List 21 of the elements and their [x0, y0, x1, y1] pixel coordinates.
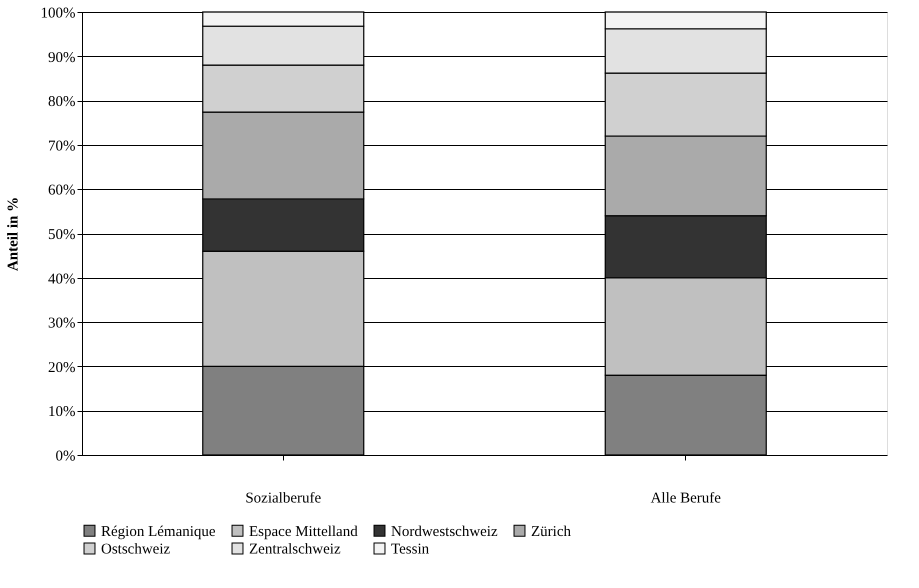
x-tick-label: Sozialberufe — [245, 490, 322, 506]
legend-label: Nordwestschweiz — [391, 524, 498, 540]
y-tick-label: 30% — [48, 316, 76, 332]
y-tick-label: 70% — [48, 138, 76, 154]
legend-label: Espace Mittelland — [249, 524, 358, 540]
y-tick-label: 20% — [48, 360, 76, 376]
y-tick-label: 10% — [48, 404, 76, 420]
y-tick-label: 0% — [56, 448, 76, 464]
y-tick-label: 90% — [48, 50, 76, 66]
legend-label: Zürich — [531, 524, 572, 540]
y-tick-label: 80% — [48, 94, 76, 110]
legend-label: Région Lémanique — [101, 524, 216, 540]
y-tick-label: 100% — [40, 6, 76, 22]
y-tick-label: 40% — [48, 271, 76, 288]
x-tick-label: Alle Berufe — [650, 490, 722, 506]
y-tick-label: 60% — [48, 182, 76, 199]
y-axis-title: Anteil in % — [6, 196, 22, 272]
legend-label: Tessin — [391, 542, 430, 558]
legend-label: Ostschweiz — [101, 542, 170, 558]
legend-label: Zentralschweiz — [249, 542, 341, 558]
y-tick-label: 50% — [48, 227, 76, 243]
